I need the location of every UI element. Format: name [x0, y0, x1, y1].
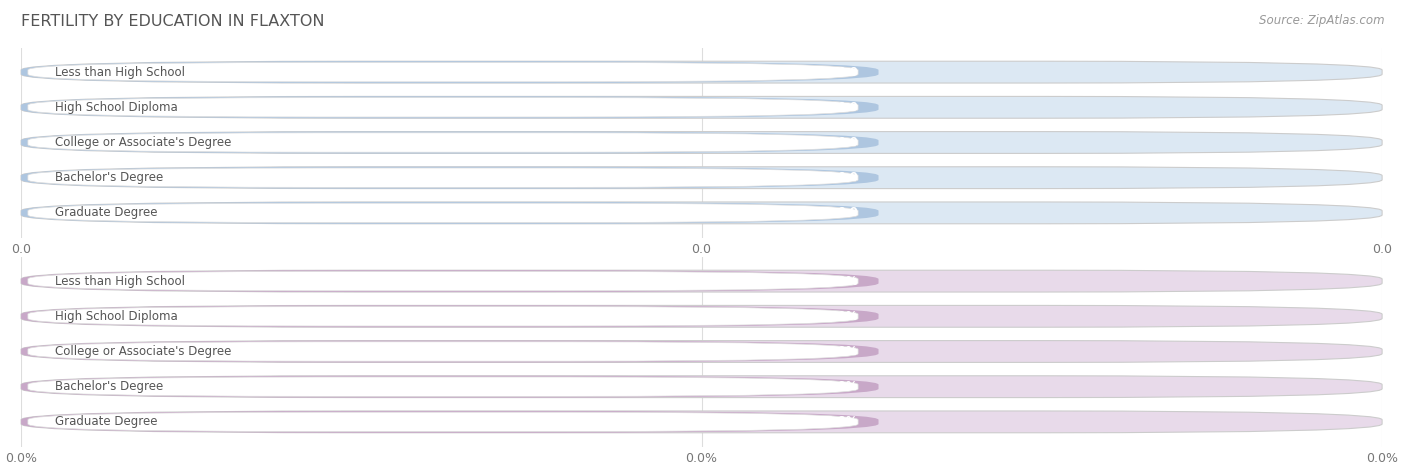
FancyBboxPatch shape: [21, 167, 1382, 189]
FancyBboxPatch shape: [21, 376, 879, 398]
Text: 0.0%: 0.0%: [825, 415, 858, 428]
FancyBboxPatch shape: [21, 96, 879, 118]
FancyBboxPatch shape: [21, 96, 1382, 118]
Text: Less than High School: Less than High School: [55, 275, 186, 288]
FancyBboxPatch shape: [21, 305, 879, 327]
FancyBboxPatch shape: [28, 377, 858, 396]
FancyBboxPatch shape: [21, 202, 879, 224]
Text: Graduate Degree: Graduate Degree: [55, 415, 157, 428]
FancyBboxPatch shape: [28, 307, 858, 326]
Text: 0.0: 0.0: [837, 101, 858, 114]
Text: 0.0%: 0.0%: [825, 380, 858, 393]
Text: FERTILITY BY EDUCATION IN FLAXTON: FERTILITY BY EDUCATION IN FLAXTON: [21, 14, 325, 29]
FancyBboxPatch shape: [21, 411, 1382, 433]
FancyBboxPatch shape: [21, 167, 879, 189]
Text: 0.0: 0.0: [837, 206, 858, 219]
FancyBboxPatch shape: [21, 341, 879, 362]
Text: Source: ZipAtlas.com: Source: ZipAtlas.com: [1260, 14, 1385, 27]
Text: College or Associate's Degree: College or Associate's Degree: [55, 345, 232, 358]
FancyBboxPatch shape: [21, 341, 1382, 362]
FancyBboxPatch shape: [28, 133, 858, 152]
Text: Graduate Degree: Graduate Degree: [55, 206, 157, 219]
FancyBboxPatch shape: [28, 168, 858, 187]
FancyBboxPatch shape: [21, 202, 1382, 224]
Text: 0.0: 0.0: [837, 66, 858, 79]
FancyBboxPatch shape: [28, 271, 858, 291]
FancyBboxPatch shape: [21, 61, 1382, 83]
FancyBboxPatch shape: [21, 132, 1382, 153]
Text: 0.0: 0.0: [837, 171, 858, 184]
FancyBboxPatch shape: [28, 203, 858, 223]
Text: College or Associate's Degree: College or Associate's Degree: [55, 136, 232, 149]
Text: Bachelor's Degree: Bachelor's Degree: [55, 380, 163, 393]
Text: Bachelor's Degree: Bachelor's Degree: [55, 171, 163, 184]
FancyBboxPatch shape: [21, 132, 879, 153]
Text: 0.0%: 0.0%: [825, 275, 858, 288]
Text: 0.0: 0.0: [837, 136, 858, 149]
FancyBboxPatch shape: [21, 376, 1382, 398]
FancyBboxPatch shape: [28, 98, 858, 117]
FancyBboxPatch shape: [28, 412, 858, 432]
FancyBboxPatch shape: [21, 61, 879, 83]
Text: Less than High School: Less than High School: [55, 66, 186, 79]
FancyBboxPatch shape: [21, 270, 879, 292]
FancyBboxPatch shape: [21, 270, 1382, 292]
Text: High School Diploma: High School Diploma: [55, 101, 179, 114]
FancyBboxPatch shape: [21, 411, 879, 433]
FancyBboxPatch shape: [21, 305, 1382, 327]
Text: High School Diploma: High School Diploma: [55, 310, 179, 323]
FancyBboxPatch shape: [28, 62, 858, 82]
Text: 0.0%: 0.0%: [825, 310, 858, 323]
FancyBboxPatch shape: [28, 342, 858, 361]
Text: 0.0%: 0.0%: [825, 345, 858, 358]
